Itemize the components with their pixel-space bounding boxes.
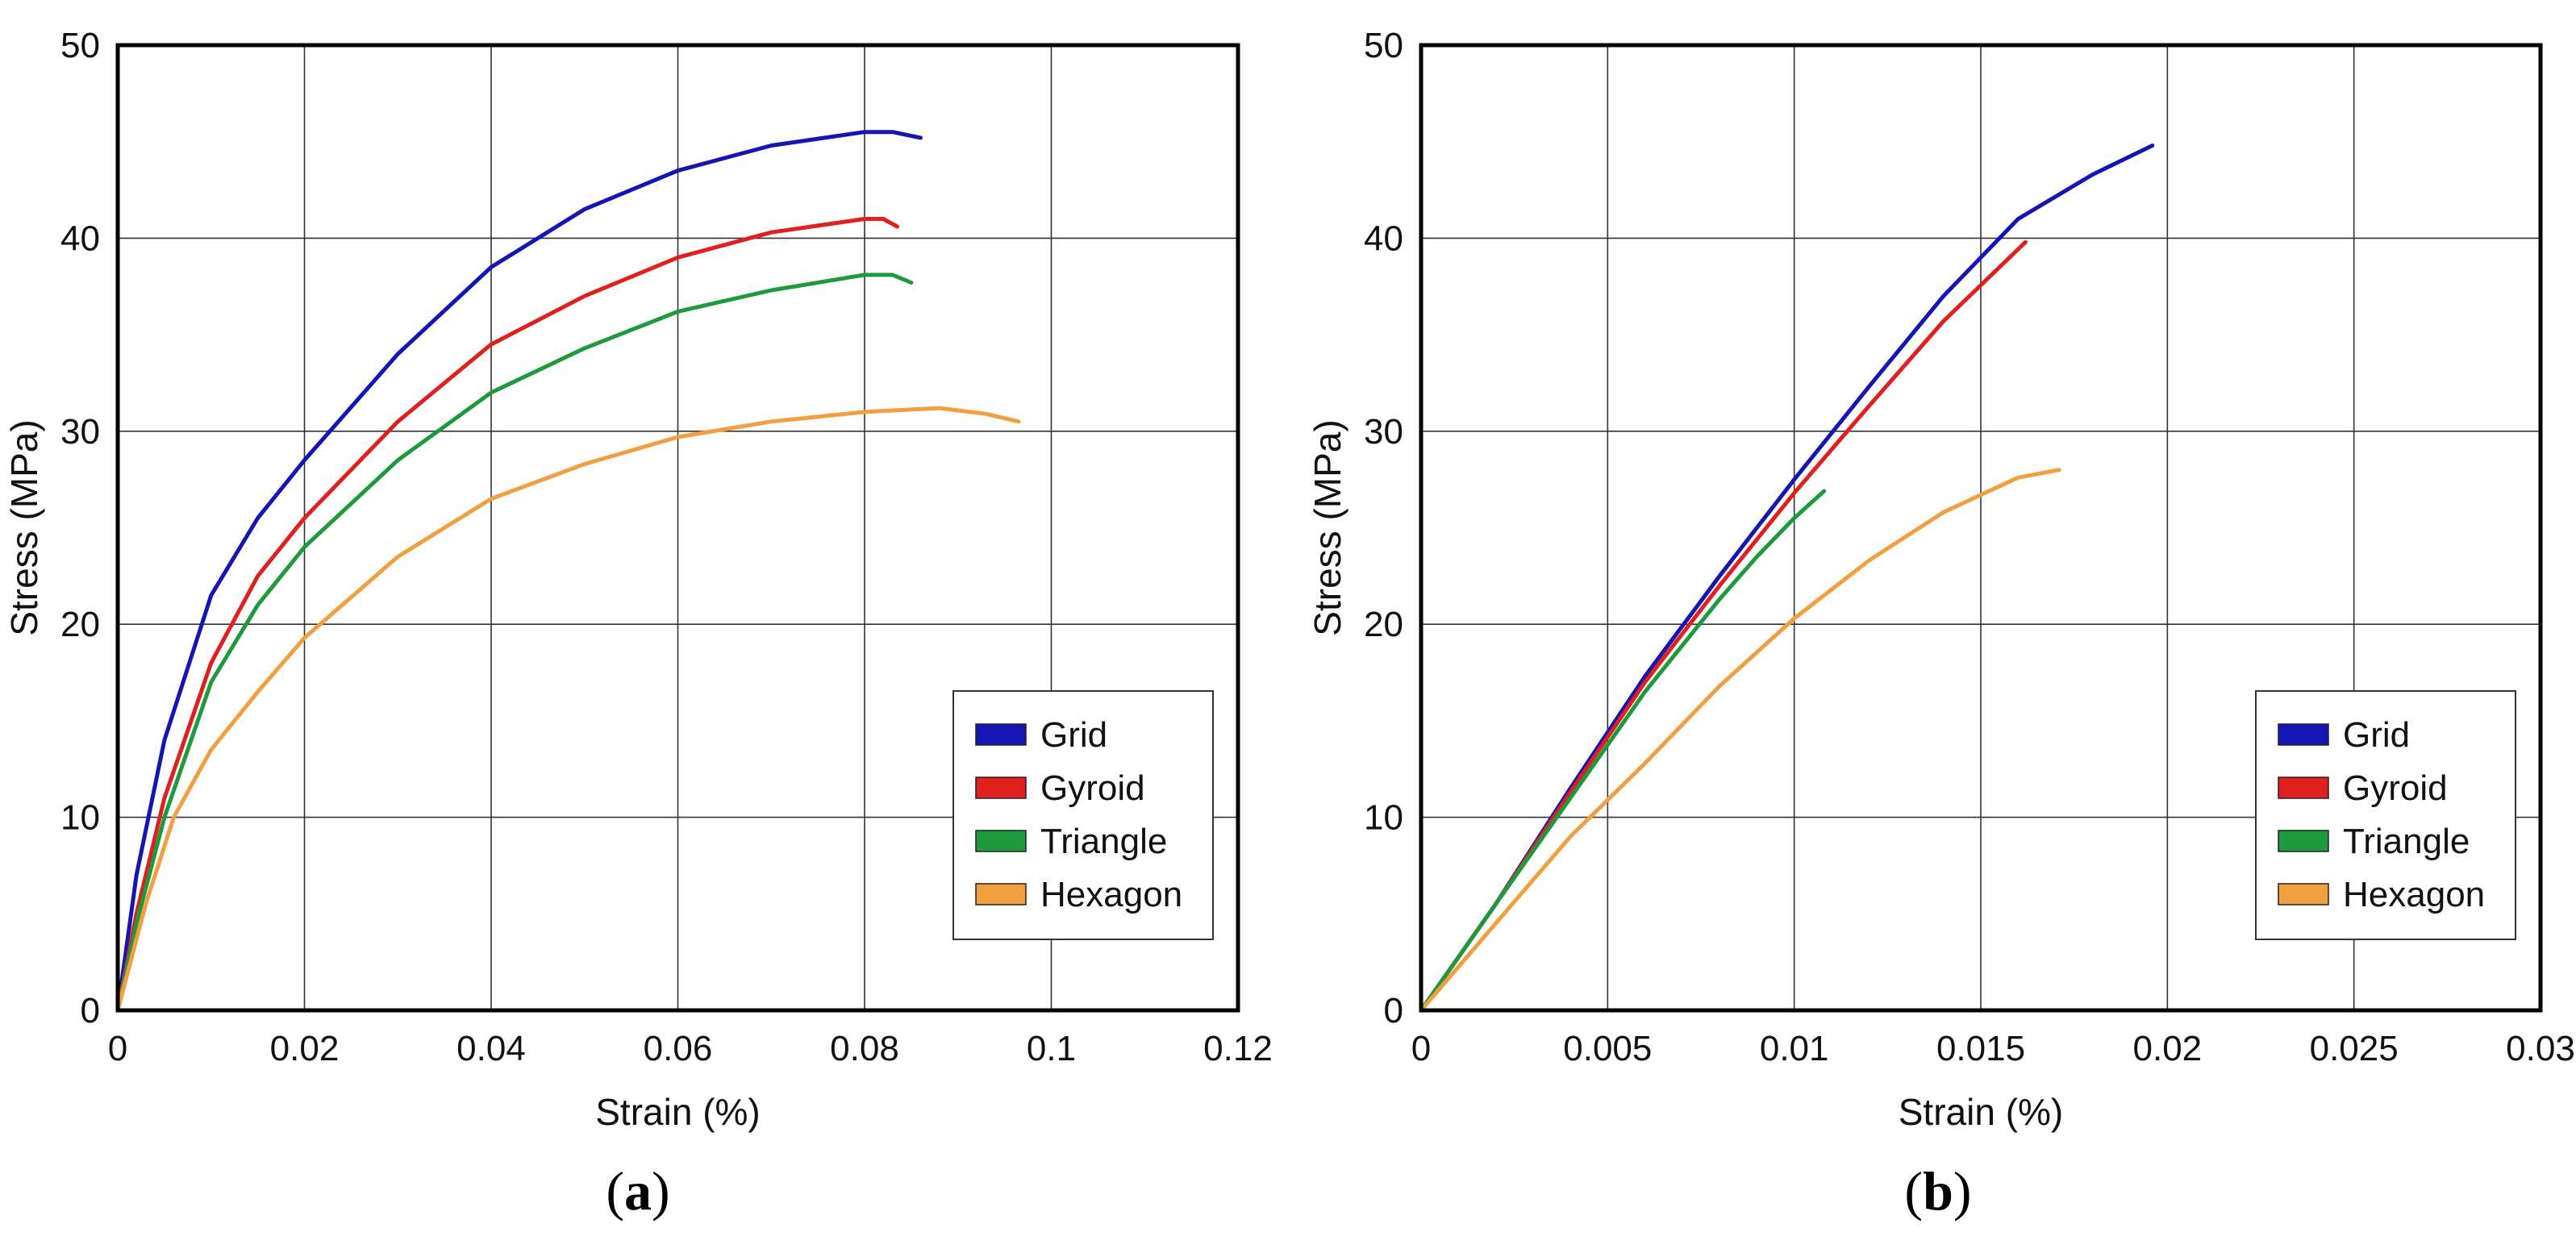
legend-label: Grid — [2343, 715, 2410, 755]
legend-label: Hexagon — [1040, 875, 1182, 914]
panel-label-letter: a — [624, 1160, 652, 1222]
panel-label: (b) — [1904, 1160, 1971, 1222]
legend-item-hexagon: Hexagon — [2278, 875, 2485, 914]
y-tick-label: 0 — [81, 991, 100, 1030]
legend-item-triangle: Triangle — [975, 822, 1167, 861]
legend-item-gyroid: Gyroid — [975, 768, 1145, 808]
legend-label: Gyroid — [2343, 768, 2448, 808]
y-tick-label: 30 — [1364, 412, 1403, 452]
x-tick-label: 0.04 — [456, 1029, 526, 1068]
x-tick-label: 0.02 — [270, 1029, 340, 1068]
x-tick-label: 0.08 — [830, 1029, 899, 1068]
y-tick-label: 50 — [60, 26, 100, 65]
panel-label: (a) — [606, 1160, 669, 1222]
legend: Grid Gyroid Triangle Hexagon — [2255, 690, 2516, 940]
panel-label-close: ) — [652, 1160, 670, 1222]
y-tick-label: 40 — [60, 219, 100, 258]
legend-label: Grid — [1040, 715, 1107, 755]
y-tick-label: 50 — [1364, 26, 1403, 65]
y-tick-label: 0 — [1384, 991, 1403, 1030]
y-tick-label: 30 — [60, 412, 100, 452]
chart-panel-a: 0 0.02 0.04 0.06 0.08 0.1 0.12 0 10 20 30 40 50 Strai… — [3, 26, 1273, 1222]
y-axis-label: Stress (MPa) — [3, 419, 45, 635]
x-tick-label: 0.03 — [2506, 1029, 2575, 1068]
series-line-hexagon — [1419, 468, 2061, 1013]
legend-item-triangle: Triangle — [2278, 822, 2470, 861]
x-tick-label: 0.06 — [644, 1029, 713, 1068]
y-tick-label: 20 — [1364, 605, 1403, 644]
series-line-grid — [115, 130, 923, 1013]
series-line-triangle — [115, 273, 914, 1013]
series-line-gyroid — [115, 217, 899, 1013]
legend-label: Hexagon — [2343, 875, 2485, 914]
series-line-hexagon — [115, 406, 1021, 1013]
legend-label: Gyroid — [1040, 768, 1145, 808]
x-tick-label: 0.005 — [1563, 1029, 1652, 1068]
legend-swatch — [2278, 723, 2329, 746]
x-axis-label: Strain (%) — [1899, 1091, 2063, 1133]
y-tick-label: 40 — [1364, 219, 1403, 258]
panel-label-letter: b — [1923, 1160, 1953, 1222]
x-tick-label: 0.025 — [2310, 1029, 2399, 1068]
legend-item-grid: Grid — [2278, 715, 2410, 755]
legend-label: Triangle — [1040, 822, 1167, 861]
legend-item-gyroid: Gyroid — [2278, 768, 2448, 808]
legend-swatch — [975, 883, 1027, 906]
legend-label: Triangle — [2343, 822, 2470, 861]
legend-swatch — [975, 776, 1027, 799]
y-tick-label: 10 — [1364, 798, 1403, 838]
x-tick-label: 0.015 — [1936, 1029, 2025, 1068]
legend-item-hexagon: Hexagon — [975, 875, 1182, 914]
y-tick-label: 10 — [60, 798, 100, 838]
x-tick-label: 0.12 — [1203, 1029, 1273, 1068]
y-axis-label: Stress (MPa) — [1307, 419, 1348, 635]
panel-label-open: ( — [1904, 1160, 1923, 1222]
plot-frame — [1419, 43, 2543, 1013]
x-tick-label: 0.1 — [1027, 1029, 1076, 1068]
plot-frame — [115, 43, 1240, 1013]
legend-swatch — [975, 830, 1027, 852]
panel-label-close: ) — [1953, 1160, 1972, 1222]
y-tick-label: 20 — [60, 605, 100, 644]
legend-item-grid: Grid — [975, 715, 1107, 755]
x-tick-label: 0.01 — [1760, 1029, 1829, 1068]
panel-label-open: ( — [606, 1160, 624, 1222]
x-tick-label: 0 — [108, 1029, 127, 1068]
legend-swatch — [2278, 830, 2329, 852]
x-axis-label: Strain (%) — [595, 1091, 760, 1133]
series-line-triangle — [1419, 489, 1827, 1013]
x-tick-label: 0.02 — [2133, 1029, 2203, 1068]
chart-panel-b: 0 0.005 0.01 0.015 0.02 0.025 0.03 0 10 20 30 40 50 S… — [1307, 26, 2575, 1222]
legend-swatch — [2278, 776, 2329, 799]
x-tick-label: 0 — [1411, 1029, 1431, 1068]
legend-swatch — [2278, 883, 2329, 906]
legend-swatch — [975, 723, 1027, 746]
legend: Grid Gyroid Triangle Hexagon — [952, 690, 1214, 940]
